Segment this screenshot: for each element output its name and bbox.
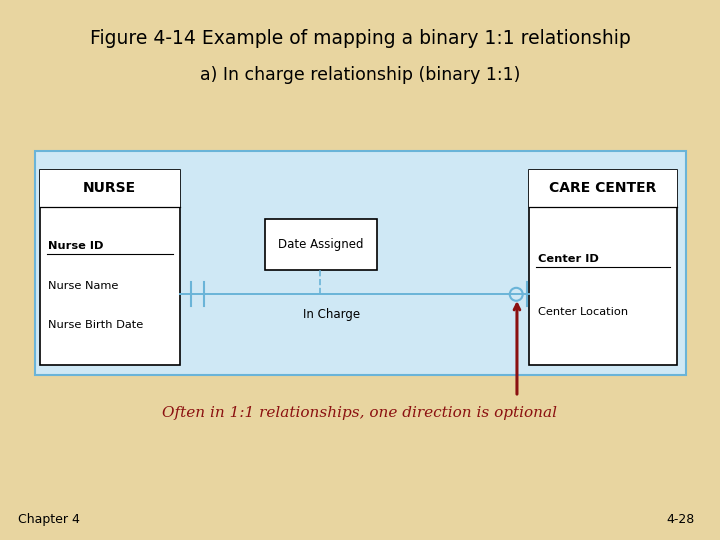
Bar (529, 170, 677, 364)
Text: Nurse Name: Nurse Name (48, 281, 119, 291)
Text: Center ID: Center ID (538, 254, 599, 265)
Text: NURSE: NURSE (84, 181, 136, 195)
Text: Figure 4-14 Example of mapping a binary 1:1 relationship: Figure 4-14 Example of mapping a binary … (89, 29, 631, 49)
Bar (40, 170, 180, 207)
Text: In Charge: In Charge (302, 308, 360, 321)
Text: Nurse Birth Date: Nurse Birth Date (48, 320, 143, 330)
Text: Nurse ID: Nurse ID (48, 241, 104, 251)
Text: Date Assigned: Date Assigned (278, 238, 364, 251)
Text: Often in 1:1 relationships, one direction is optional: Often in 1:1 relationships, one directio… (163, 406, 557, 420)
Text: Chapter 4: Chapter 4 (18, 513, 80, 526)
Text: a) In charge relationship (binary 1:1): a) In charge relationship (binary 1:1) (200, 65, 520, 84)
Bar (265, 219, 377, 270)
Text: Center Location: Center Location (538, 307, 628, 317)
Bar (40, 170, 180, 364)
Bar (35, 151, 686, 375)
Bar (529, 170, 677, 207)
Text: CARE CENTER: CARE CENTER (549, 181, 657, 195)
Text: 4-28: 4-28 (667, 513, 695, 526)
